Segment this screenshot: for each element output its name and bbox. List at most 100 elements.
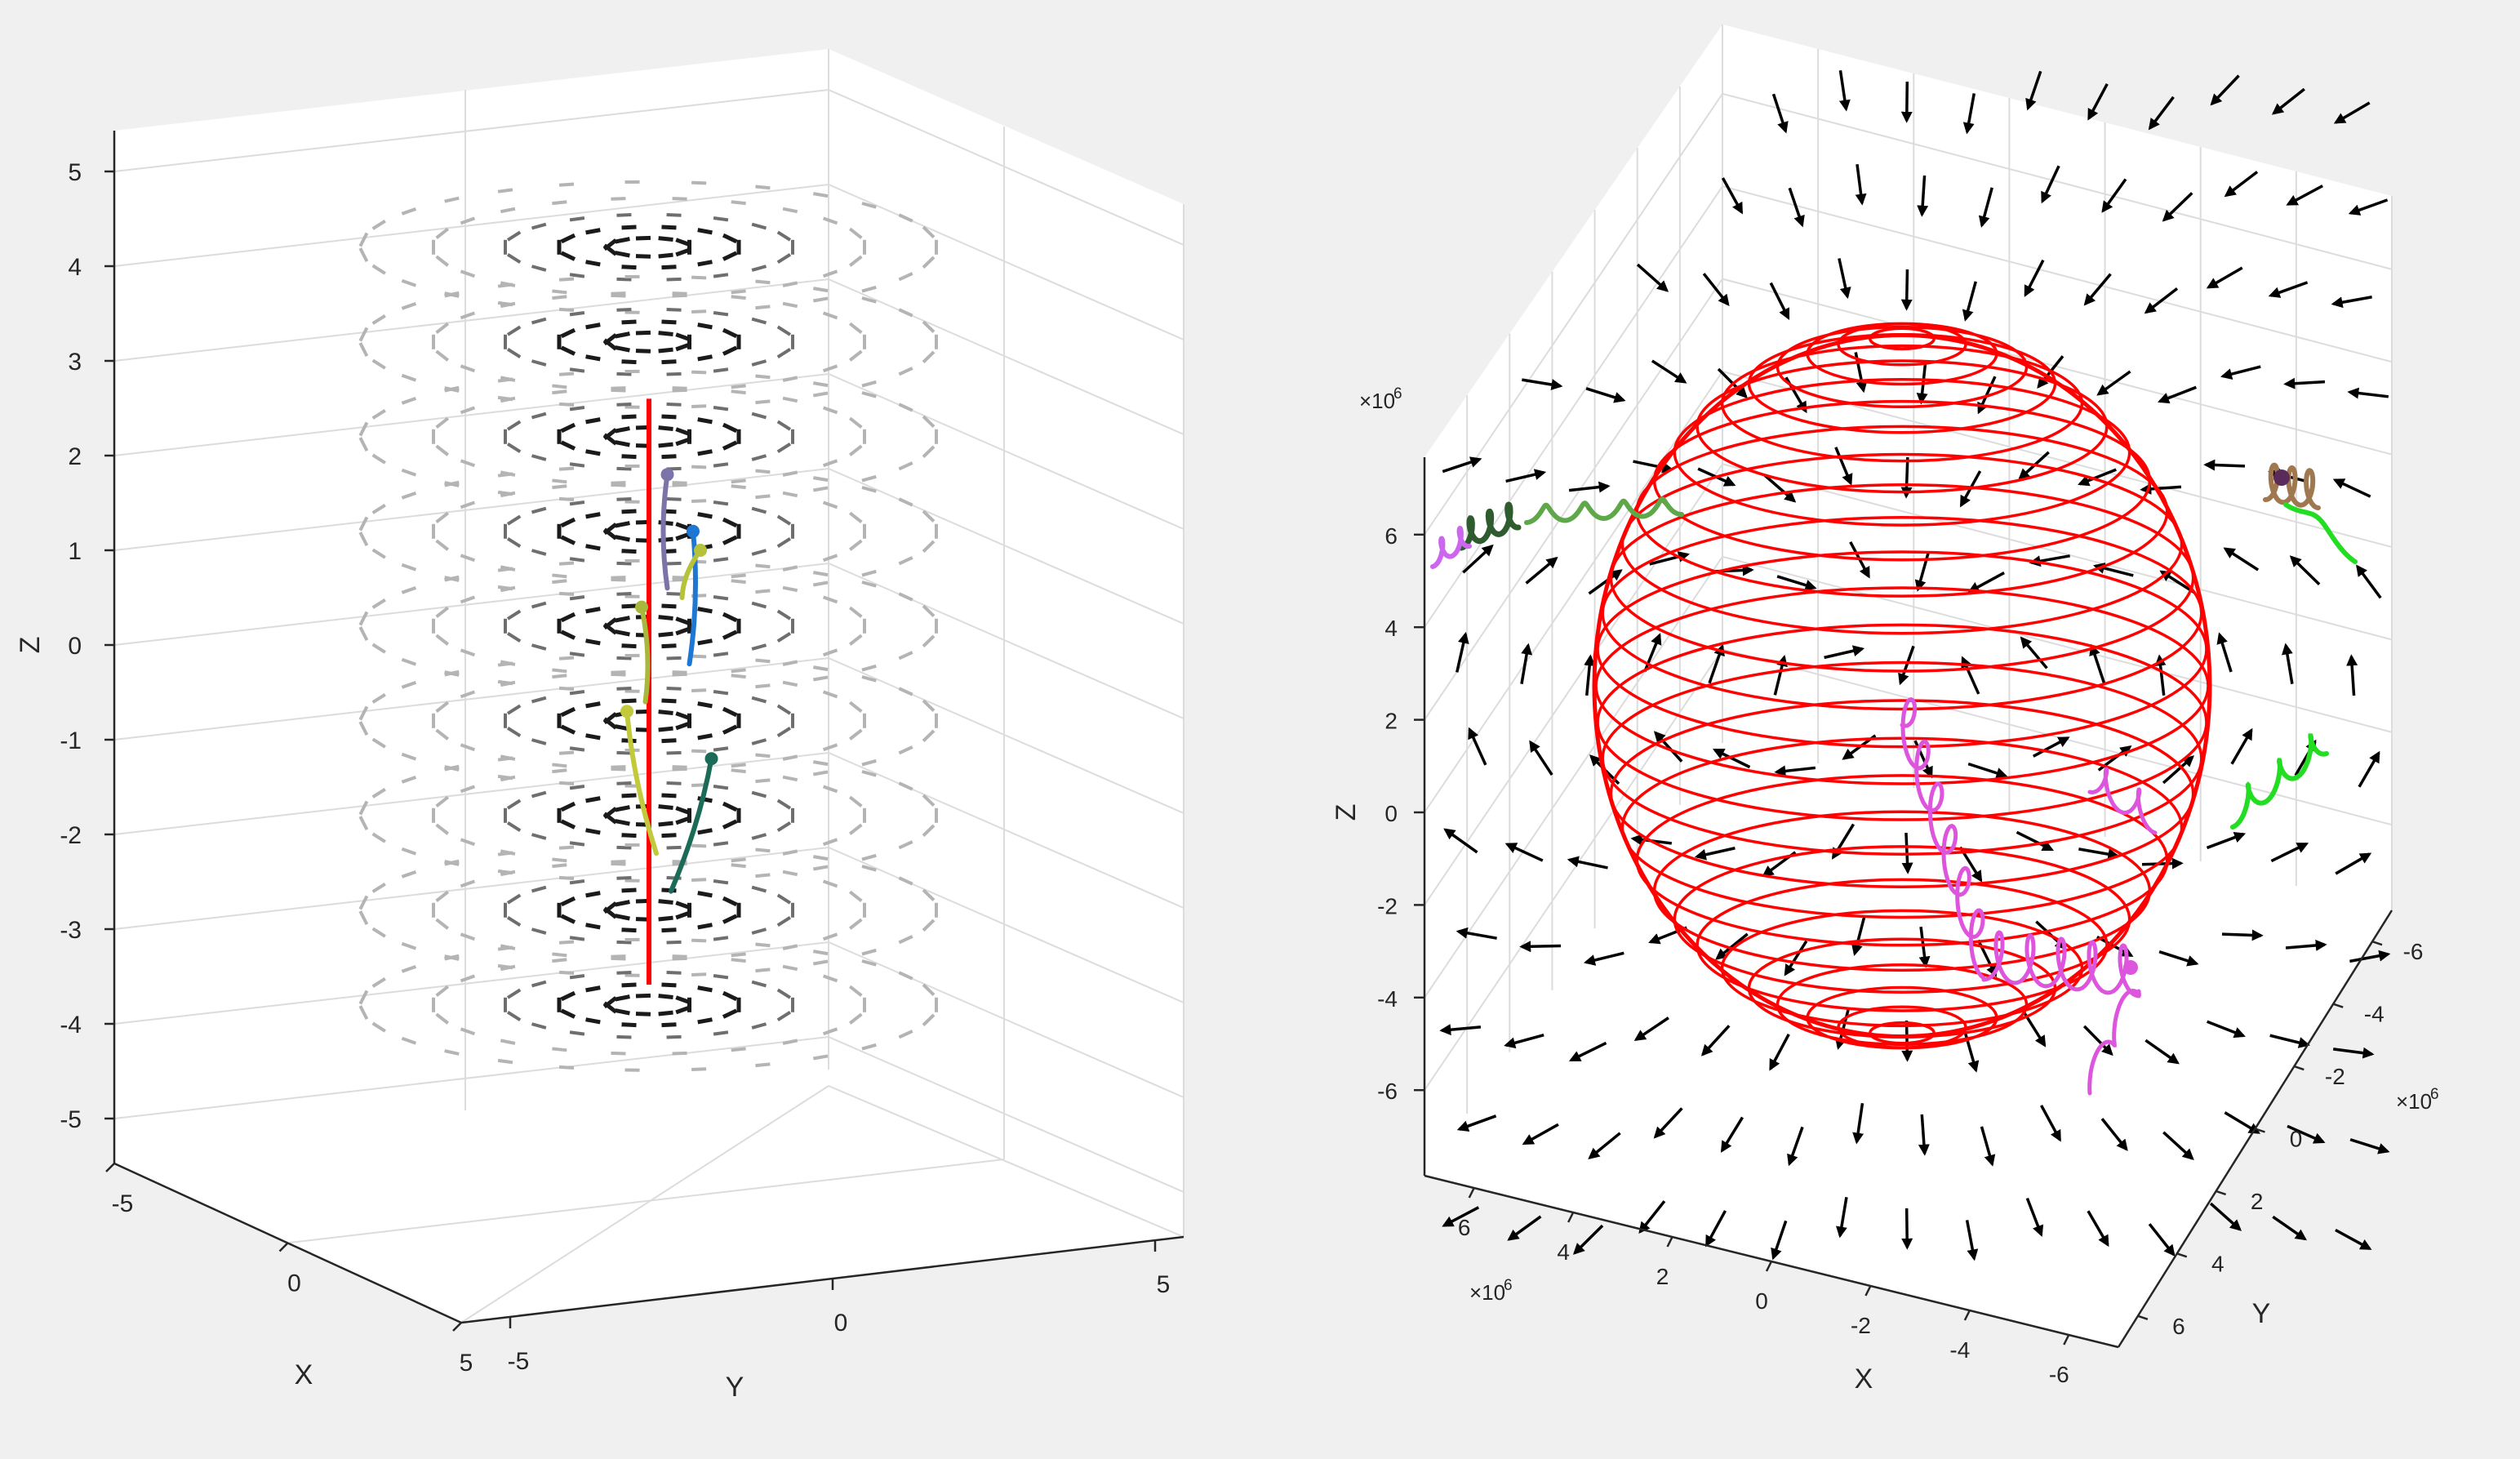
left-trajectory [687,528,699,667]
left-field-arrow [569,405,585,411]
left-field-arrow [672,483,687,487]
left-trajectory-start [660,468,674,482]
left-field-arrow [358,990,369,1005]
left-field-arrow [722,914,738,924]
left-field-arrow [722,724,738,735]
right-field-arrow [2089,643,2106,684]
left-field-arrow [585,260,601,267]
left-grid-line [828,563,1184,719]
right-field-arrow [2224,1111,2260,1134]
left-z-tick-label: 5 [68,159,82,186]
left-field-arrow [922,919,936,932]
left-field-arrow [552,484,567,490]
left-field-arrow [358,327,369,342]
left-field-arrow [713,310,729,317]
left-field-arrow [658,899,673,905]
left-field-arrow [812,381,829,388]
left-field-arrow [616,371,632,376]
left-field-arrow [922,256,936,269]
left-field-arrow [500,870,516,877]
left-field-arrow [658,915,673,922]
left-field-arrow [371,976,386,988]
left-trajectory-start [694,544,707,557]
right-x-tick [1765,1261,1773,1272]
left-field-arrow [435,322,450,335]
left-field-arrow [922,794,936,807]
right-axes-dipole-field[interactable]: 6 4 2 0 -2 -4 -6 6 4 2 0 -2 -4 -6 -6 -4 -2 0 2 4 6 ×10 6 ×10… [1331,24,2439,1395]
left-field-arrow [697,607,713,614]
left-field-arrow [812,959,829,966]
right-x-tick [1567,1212,1575,1223]
left-field-arrow [552,573,567,579]
right-trajectory-start [2273,469,2290,486]
left-field-arrow [552,579,567,585]
left-field-arrow [635,254,651,259]
left-x-tick [278,1242,289,1252]
right-field-arrow [1917,175,1929,217]
left-field-arrow [898,745,913,755]
right-field-arrow [2270,842,2309,863]
left-field-arrow [497,851,513,856]
right-field-arrow [1585,387,1626,403]
left-z-tick-label: -1 [60,727,82,754]
left-field-arrow [755,563,771,569]
left-field-arrow [691,1067,707,1071]
right-xlabel: X [1855,1363,1873,1395]
left-field-arrow [661,265,677,270]
left-field-arrow [401,278,417,287]
left-field-arrow [751,1022,767,1030]
left-field-arrow [713,841,729,847]
right-y-tick [2371,941,2383,946]
right-field-arrow [2101,178,2127,213]
left-field-arrow [722,233,738,244]
left-field-arrow [615,237,630,244]
left-field-arrow [569,500,585,506]
right-field-arrow [1505,469,1547,483]
left-field-arrow [615,535,630,542]
left-field-arrow [666,403,682,407]
left-field-arrow [435,634,450,646]
left-field-arrow [822,932,838,941]
left-field-arrow [822,785,838,794]
left-x-tick-label: 5 [460,1350,473,1377]
left-z-tick-label: -3 [60,917,82,944]
right-field-arrow [1712,748,1751,769]
left-field-arrow [713,557,729,563]
right-field-arrow [1462,544,1494,574]
left-axes-wire-field[interactable]: 5 4 3 2 1 0 -1 -2 -3 -4 -5 -5 0 5 -5 0 5 Z X Y [15,49,1184,1403]
left-field-arrow [922,824,936,837]
left-field-arrow [615,819,630,826]
left-field-arrow [731,384,746,389]
left-field-arrow [552,857,567,863]
right-field-arrow [2041,165,2060,204]
left-field-arrow [531,833,547,840]
left-field-arrow [602,807,618,820]
left-field-arrow [552,295,567,300]
svg-text:6: 6 [2430,1086,2439,1103]
left-field-arrow [672,1051,687,1056]
left-field-arrow [812,760,829,767]
left-field-arrow [616,403,632,407]
left-field-arrow [371,503,386,514]
left-field-arrow [506,252,522,264]
left-field-arrow [675,1005,691,1015]
left-field-arrow [722,896,738,907]
left-field-arrow [822,500,838,509]
left-field-arrow [585,923,601,930]
right-y-tick [2176,1252,2188,1258]
left-field-arrow [616,971,632,975]
left-field-arrow [861,675,877,683]
left-field-arrow [861,959,877,967]
left-field-arrow [713,273,729,278]
left-field-arrow [822,974,838,983]
left-field-arrow [506,514,522,526]
left-field-arrow [500,680,516,687]
left-grid-line [113,373,829,456]
left-field-arrow [531,927,547,935]
left-field-arrow [560,535,576,545]
left-field-arrow [898,461,913,471]
left-grid-line [828,1036,1184,1193]
left-field-arrow [401,563,417,572]
left-field-arrow [460,648,476,657]
right-trajectory [2263,462,2321,510]
